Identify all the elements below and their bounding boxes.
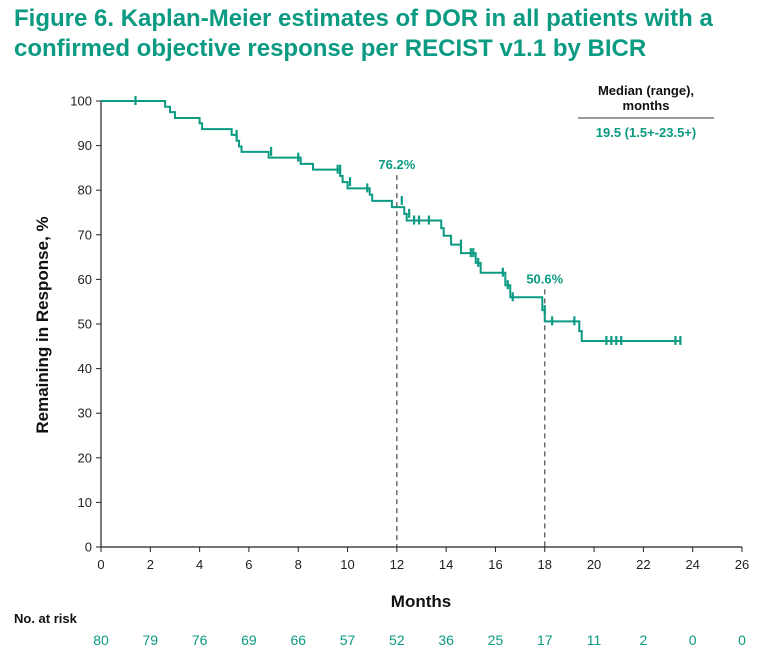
axes — [100, 101, 742, 548]
legend-header-line2: months — [623, 98, 670, 113]
x-tick-label: 4 — [196, 557, 203, 572]
y-tick-label: 90 — [78, 138, 92, 153]
x-tick-label: 16 — [488, 557, 502, 572]
y-tick-label: 100 — [70, 94, 92, 109]
x-tick-label: 2 — [147, 557, 154, 572]
legend-value: 19.5 (1.5+-23.5+) — [596, 125, 696, 140]
y-tick-label: 50 — [78, 317, 92, 332]
y-axis-title: Remaining in Response, % — [33, 216, 52, 433]
km-curve — [101, 100, 681, 342]
reference-label: 76.2% — [378, 157, 415, 172]
x-tick-label: 20 — [587, 557, 601, 572]
risk-value: 36 — [438, 632, 454, 648]
risk-value: 0 — [738, 632, 746, 648]
risk-value: 79 — [143, 632, 159, 648]
risk-value: 2 — [639, 632, 647, 648]
figure-title: Figure 6. Kaplan-Meier estimates of DOR … — [14, 5, 713, 62]
x-tick-label: 12 — [390, 557, 404, 572]
x-ticks: 0 2 4 6 8 10 12 14 16 18 20 22 24 26 — [97, 547, 749, 572]
legend: Median (range),months 19.5 (1.5+-23.5+) — [578, 83, 714, 140]
risk-value: 0 — [689, 632, 697, 648]
risk-value: 17 — [537, 632, 553, 648]
y-tick-label: 60 — [78, 272, 92, 287]
x-tick-label: 0 — [97, 557, 104, 572]
risk-value: 25 — [488, 632, 504, 648]
y-tick-label: 70 — [78, 227, 92, 242]
risk-table-label: No. at risk — [14, 611, 77, 626]
risk-value: 52 — [389, 632, 405, 648]
km-curve-group — [101, 100, 681, 342]
risk-value: 57 — [340, 632, 356, 648]
censor-marks — [134, 96, 682, 345]
x-tick-label: 14 — [439, 557, 453, 572]
y-tick-label: 80 — [78, 183, 92, 198]
x-tick-label: 26 — [735, 557, 749, 572]
x-tick-label: 6 — [245, 557, 252, 572]
y-tick-label: 0 — [85, 540, 92, 555]
x-tick-label: 22 — [636, 557, 650, 572]
y-ticks: 0 10 20 30 40 50 60 70 80 90 100 — [70, 94, 101, 555]
y-tick-label: 30 — [78, 406, 92, 421]
x-tick-label: 8 — [295, 557, 302, 572]
risk-value: 66 — [290, 632, 306, 648]
y-tick-label: 20 — [78, 450, 92, 465]
x-tick-label: 10 — [340, 557, 354, 572]
risk-table-values: 80 79 76 69 66 57 52 36 25 17 11 2 0 0 — [93, 632, 746, 648]
legend-header-line1: Median (range), — [598, 83, 694, 98]
x-tick-label: 18 — [538, 557, 552, 572]
risk-value: 80 — [93, 632, 109, 648]
risk-value: 69 — [241, 632, 257, 648]
risk-value: 11 — [587, 632, 602, 648]
x-axis-title: Months — [391, 592, 451, 611]
y-tick-label: 40 — [78, 361, 92, 376]
x-tick-label: 24 — [685, 557, 699, 572]
reference-label: 50.6% — [526, 271, 563, 286]
reference-lines: 76.2% 50.6% — [378, 157, 564, 547]
y-tick-label: 10 — [78, 495, 92, 510]
risk-value: 76 — [192, 632, 208, 648]
